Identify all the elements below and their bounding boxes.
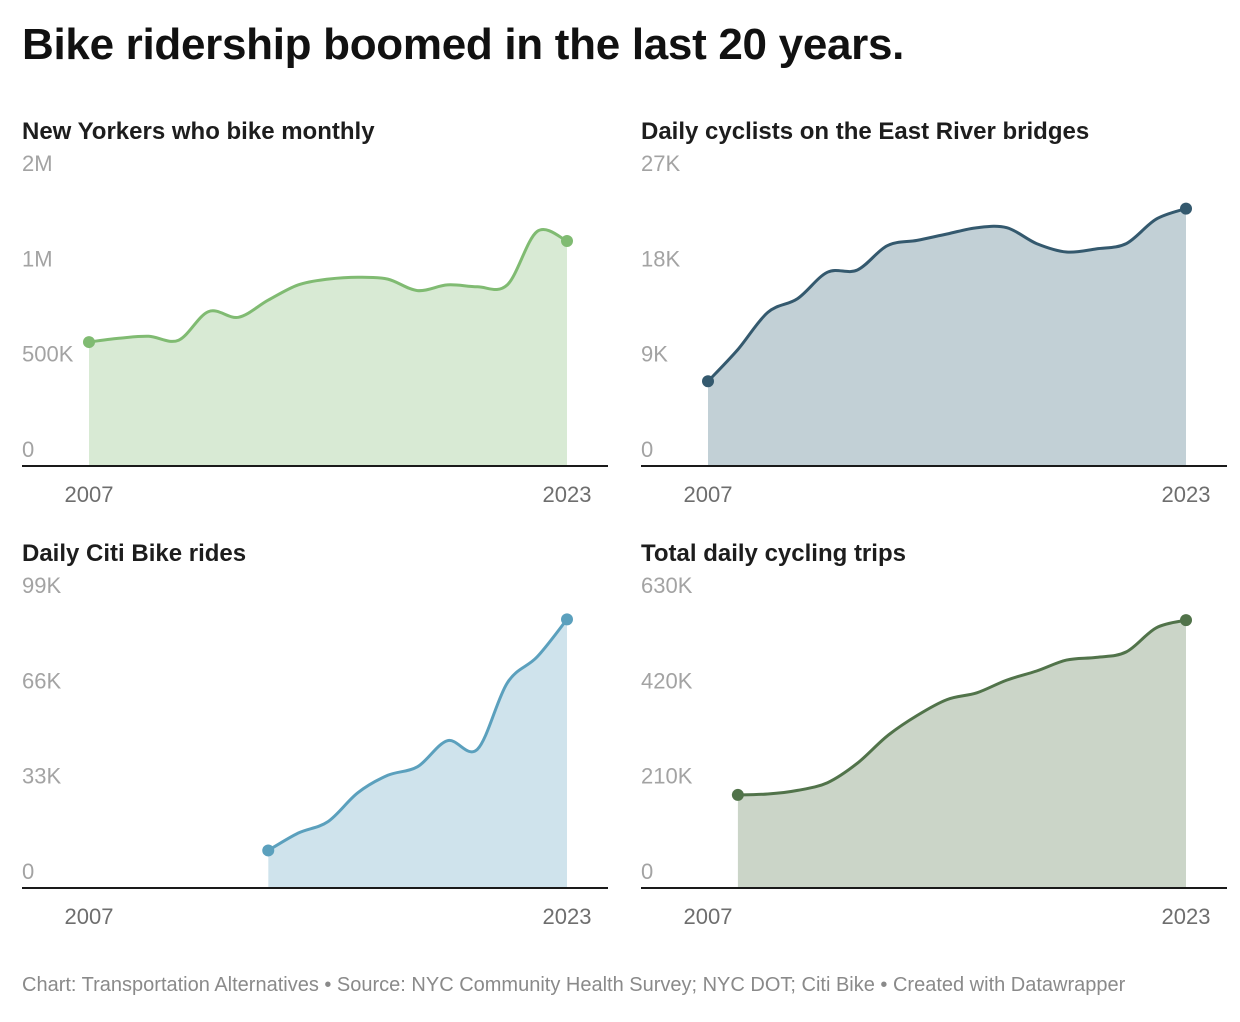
endpoint-marker bbox=[83, 336, 95, 349]
endpoint-marker bbox=[1180, 202, 1192, 215]
x-tick-label: 2007 bbox=[684, 482, 733, 507]
y-tick-label: 66K bbox=[22, 668, 61, 693]
y-tick-label: 2M bbox=[22, 151, 53, 176]
chart-headline: Bike ridership boomed in the last 20 yea… bbox=[22, 20, 905, 69]
x-tick-label: 2007 bbox=[65, 904, 114, 929]
series-line bbox=[706, 207, 1188, 383]
y-tick-label: 210K bbox=[641, 764, 693, 789]
x-tick-label: 2023 bbox=[543, 904, 592, 929]
area-fill bbox=[89, 229, 567, 466]
x-tick-label: 2023 bbox=[543, 482, 592, 507]
y-tick-label: 18K bbox=[641, 246, 680, 271]
x-tick-label: 2007 bbox=[65, 482, 114, 507]
y-tick-label: 0 bbox=[641, 437, 653, 462]
y-tick-label: 630K bbox=[641, 573, 693, 598]
y-tick-label: 0 bbox=[22, 437, 34, 462]
y-tick-label: 9K bbox=[641, 342, 668, 367]
y-tick-label: 0 bbox=[641, 859, 653, 884]
series-line bbox=[87, 228, 569, 344]
panel-citi-bike: Daily Citi Bike rides 0 33K 66K 99K 2007 2023 bbox=[22, 540, 622, 960]
y-tick-label: 99K bbox=[22, 573, 61, 598]
panel-title: New Yorkers who bike monthly bbox=[22, 118, 375, 145]
panel-title: Daily Citi Bike rides bbox=[22, 540, 247, 567]
total-trips-chart: 0 210K 420K 630K 2007 2023 bbox=[641, 573, 1227, 929]
area-fill bbox=[268, 619, 567, 888]
y-tick-label: 420K bbox=[641, 668, 693, 693]
panel-total-trips: Total daily cycling trips 0 210K 420K 630K 2… bbox=[641, 540, 1240, 960]
panel-bridge-cyclists: Daily cyclists on the East River bridges… bbox=[641, 118, 1240, 538]
series-line bbox=[266, 617, 569, 852]
bridge-cyclists-chart: 0 9K 18K 27K 2007 2023 bbox=[641, 151, 1227, 507]
x-tick-label: 2023 bbox=[1162, 482, 1211, 507]
panel-title: Total daily cycling trips bbox=[641, 540, 906, 567]
panel-title: Daily cyclists on the East River bridges bbox=[641, 118, 1090, 145]
area-fill bbox=[737, 620, 1186, 888]
series-line bbox=[736, 618, 1188, 797]
endpoint-marker bbox=[1180, 614, 1192, 627]
y-tick-label: 0 bbox=[22, 859, 34, 884]
endpoint-marker bbox=[262, 844, 275, 857]
y-tick-label: 1M bbox=[22, 246, 53, 271]
endpoint-marker bbox=[561, 613, 573, 626]
chart-footer: Chart: Transportation Alternatives • Sou… bbox=[22, 974, 1126, 996]
x-tick-label: 2007 bbox=[684, 904, 733, 929]
y-tick-label: 27K bbox=[641, 151, 680, 176]
y-tick-label: 500K bbox=[22, 342, 74, 367]
y-tick-label: 33K bbox=[22, 764, 61, 789]
monthly-bikers-chart: 0 500K 1M 2M 2007 2023 bbox=[22, 151, 608, 507]
x-tick-label: 2023 bbox=[1162, 904, 1211, 929]
endpoint-marker bbox=[731, 788, 744, 801]
citi-bike-chart: 0 33K 66K 99K 2007 2023 bbox=[22, 573, 608, 929]
endpoint-marker bbox=[561, 235, 573, 248]
endpoint-marker bbox=[702, 375, 714, 388]
panel-monthly-bikers: New Yorkers who bike monthly 0 500K 1M 2M 20… bbox=[22, 118, 622, 538]
